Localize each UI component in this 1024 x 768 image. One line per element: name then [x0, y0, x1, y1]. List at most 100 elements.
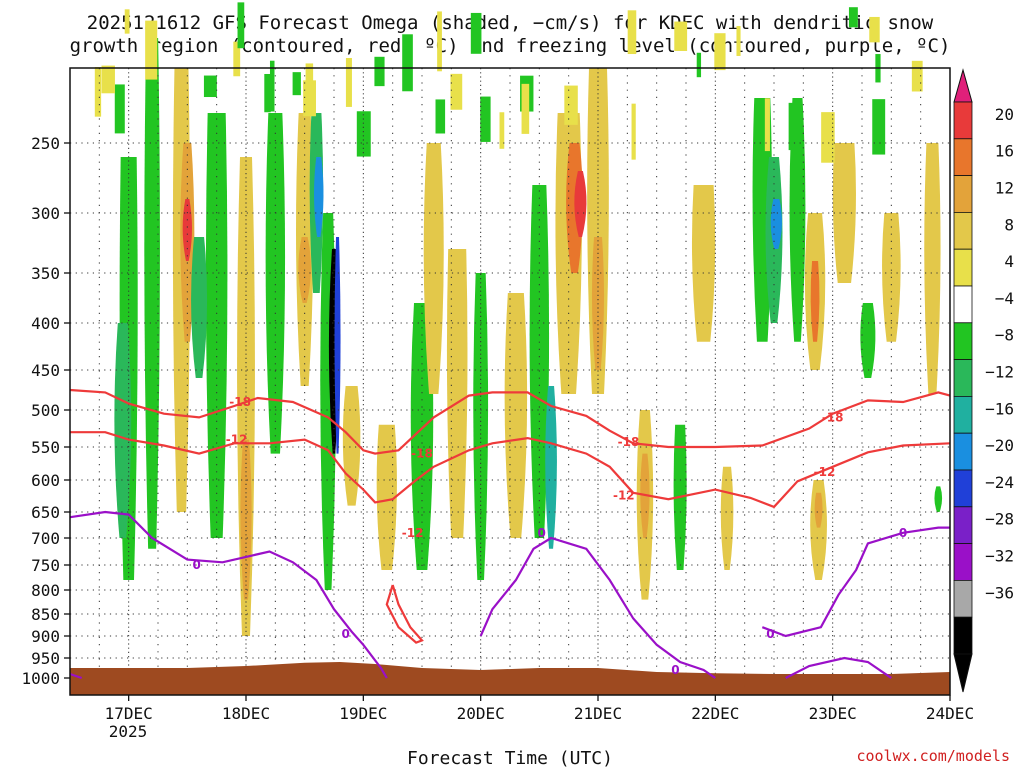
omega-streak: [182, 199, 193, 261]
omega-streak: [814, 492, 823, 528]
y-tick-label: 900: [31, 627, 60, 646]
x-axis-label: Forecast Time (UTC): [407, 748, 613, 768]
colorbar-bottom-arrow: [953, 653, 973, 693]
omega-streak: [334, 237, 341, 454]
omega-patch: [437, 11, 442, 72]
omega-patch: [305, 63, 314, 97]
dgz-contour-minus12: [70, 431, 951, 509]
omega-patch: [203, 75, 217, 98]
omega-patch: [848, 7, 858, 28]
colorbar-label: −16: [985, 399, 1014, 418]
colorbar-label: −28: [985, 510, 1014, 529]
x-axis: 17DEC 18DEC 19DEC 20DEC 21DEC 22DEC 23DEC 24DEC: [105, 695, 974, 723]
omega-patch: [237, 2, 245, 49]
x-tick-label: 21DEC: [574, 704, 622, 723]
omega-patch: [233, 41, 241, 77]
omega-streak: [504, 293, 528, 538]
omega-streak: [691, 185, 716, 342]
dgz-contour-minus18: [69, 388, 951, 455]
omega-streak: [810, 261, 820, 342]
omega-streak: [924, 143, 941, 394]
omega-patch: [303, 80, 316, 117]
plot-frame: [69, 67, 951, 696]
y-tick-label: 400: [31, 314, 60, 333]
y-axis: 250 300 350 400 450 500 550 600 650 700 750 800 850 9…: [21, 134, 70, 688]
omega-patch: [564, 85, 578, 125]
y-tick-label: 1000: [21, 669, 60, 688]
omega-patch: [872, 99, 886, 155]
y-tick-label: 700: [31, 529, 60, 548]
colorbar-label: −32: [985, 547, 1014, 566]
omega-streak: [574, 171, 587, 237]
y-tick-label: 800: [31, 581, 60, 600]
omega-patch: [269, 60, 275, 112]
contour-label: 0: [671, 663, 679, 677]
credit-text: coolwx.com/models: [856, 747, 1010, 765]
chart-title-line1: 2025121612 GFS Forecast Omega (shaded, −…: [87, 12, 934, 34]
omega-patch: [345, 58, 352, 107]
y-tick-label: 500: [31, 401, 60, 420]
contour-label: 0: [193, 558, 201, 572]
freezing-level-contour: [69, 510, 388, 679]
contour-label: -12: [402, 526, 424, 540]
y-tick-label: 850: [31, 605, 60, 624]
colorbar-swatch: [953, 101, 973, 140]
terrain-fill: [70, 662, 950, 695]
omega-streak: [240, 439, 252, 600]
omega-streak: [770, 199, 783, 249]
contour-label: -12: [814, 465, 836, 479]
contour-label: -18: [229, 395, 251, 409]
x-tick-label: 17DEC: [105, 704, 153, 723]
colorbar-label: −4: [995, 289, 1014, 308]
colorbar-swatch: [953, 359, 973, 397]
contour-label: 0: [899, 526, 907, 540]
omega-patch: [470, 12, 482, 54]
omega-streak: [114, 323, 132, 538]
omega-patch: [94, 67, 102, 117]
omega-patch: [101, 65, 115, 94]
colorbar-swatch: [953, 506, 973, 544]
omega-streak: [205, 113, 228, 538]
omega-patch: [627, 10, 637, 55]
omega-patch: [114, 84, 125, 134]
omega-streak: [934, 486, 943, 512]
omega-streak: [446, 249, 468, 538]
omega-patch: [631, 103, 636, 160]
colorbar-label: −8: [995, 326, 1014, 345]
omega-patch: [124, 9, 130, 34]
colorbar-swatch: [953, 469, 973, 508]
colorbar-label: 12: [995, 179, 1014, 198]
y-tick-label: 350: [31, 264, 60, 283]
omega-streak: [860, 303, 876, 378]
omega-patch: [696, 52, 702, 78]
omega-streak: [314, 157, 324, 237]
omega-shading: [94, 2, 943, 636]
omega-patch: [145, 20, 158, 80]
colorbar-label: 20: [995, 105, 1014, 124]
contour-label: 0: [766, 627, 774, 641]
colorbar-swatch: [953, 322, 973, 360]
omega-streak: [191, 237, 208, 378]
x-tick-label: 22DEC: [691, 704, 739, 723]
y-tick-label: 600: [31, 471, 60, 490]
plot-area: -18 -12 -18 -12 -18 -12 -18 -12 0 0 0 0 0 0: [69, 2, 951, 696]
omega-patch: [869, 16, 880, 43]
omega-patch: [714, 33, 726, 71]
chart-title-line2: growth region (contoured, red, ºC) and f…: [70, 35, 951, 57]
x-tick-label: 18DEC: [222, 704, 270, 723]
omega-streak: [545, 386, 557, 549]
colorbar-label: −12: [985, 363, 1014, 382]
y-tick-label: 550: [31, 438, 60, 457]
colorbar-label: 8: [1004, 215, 1014, 234]
omega-streak: [423, 143, 444, 394]
dgz-contour-loop: [385, 584, 424, 644]
colorbar-swatch: [953, 285, 973, 324]
contour-label: -18: [822, 410, 844, 424]
omega-patch: [374, 56, 385, 87]
omega-streak: [376, 424, 397, 570]
omega-patch: [764, 98, 770, 152]
contour-label: 0: [342, 627, 350, 641]
y-tick-label: 650: [31, 503, 60, 522]
contour-label: 0: [538, 526, 546, 540]
